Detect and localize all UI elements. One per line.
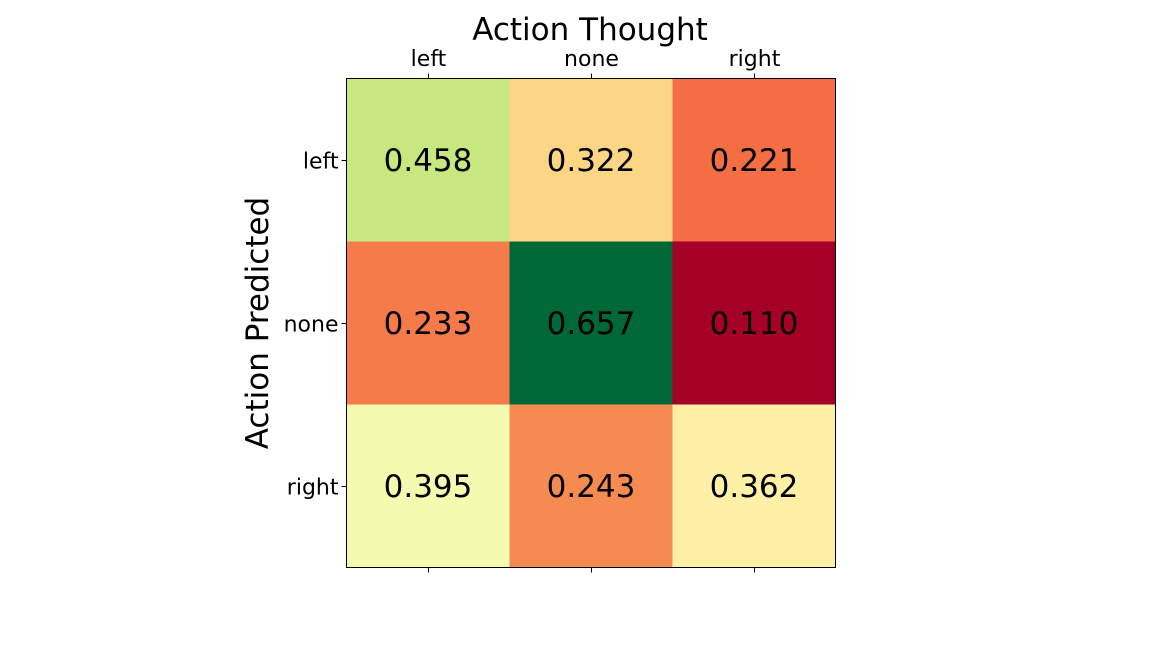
heatmap-cell-right-none [509,404,673,568]
y-tick-label: right [287,476,339,501]
heatmap-cell-right-right [672,404,836,568]
heatmap-cell-none-right [672,241,836,405]
cell-value-label: 0.221 [710,143,799,179]
plot-frame [346,78,836,568]
cell-value-label: 0.395 [384,469,473,505]
cell-value-label: 0.322 [547,143,636,179]
heatmap-cell-none-none [509,241,673,405]
cell-value-label: 0.458 [384,143,473,179]
y-axis-label: Action Predicted [240,197,276,449]
axis-ticks: left none right left none right [284,47,781,573]
heatmap-cells: 0.458 0.322 0.221 0.233 0.657 0.110 0.395 0.243… [346,78,836,568]
cell-value-label: 0.233 [384,306,473,342]
cell-value-label: 0.110 [710,306,799,342]
x-tick-label: none [564,47,619,72]
y-tick-label: none [284,313,339,338]
heatmap-cell-left-right [672,78,836,242]
x-tick-label: right [729,47,781,72]
heatmap-cell-left-none [509,78,673,242]
cell-value-label: 0.362 [710,469,799,505]
heatmap-cell-left-left [346,78,510,242]
y-tick-label: left [303,150,339,175]
chart-title: Action Thought [472,12,708,48]
cell-value-label: 0.243 [547,469,636,505]
heatmap-cell-none-left [346,241,510,405]
heatmap-cell-right-left [346,404,510,568]
cell-value-label: 0.657 [547,306,636,342]
x-tick-label: left [411,47,447,72]
